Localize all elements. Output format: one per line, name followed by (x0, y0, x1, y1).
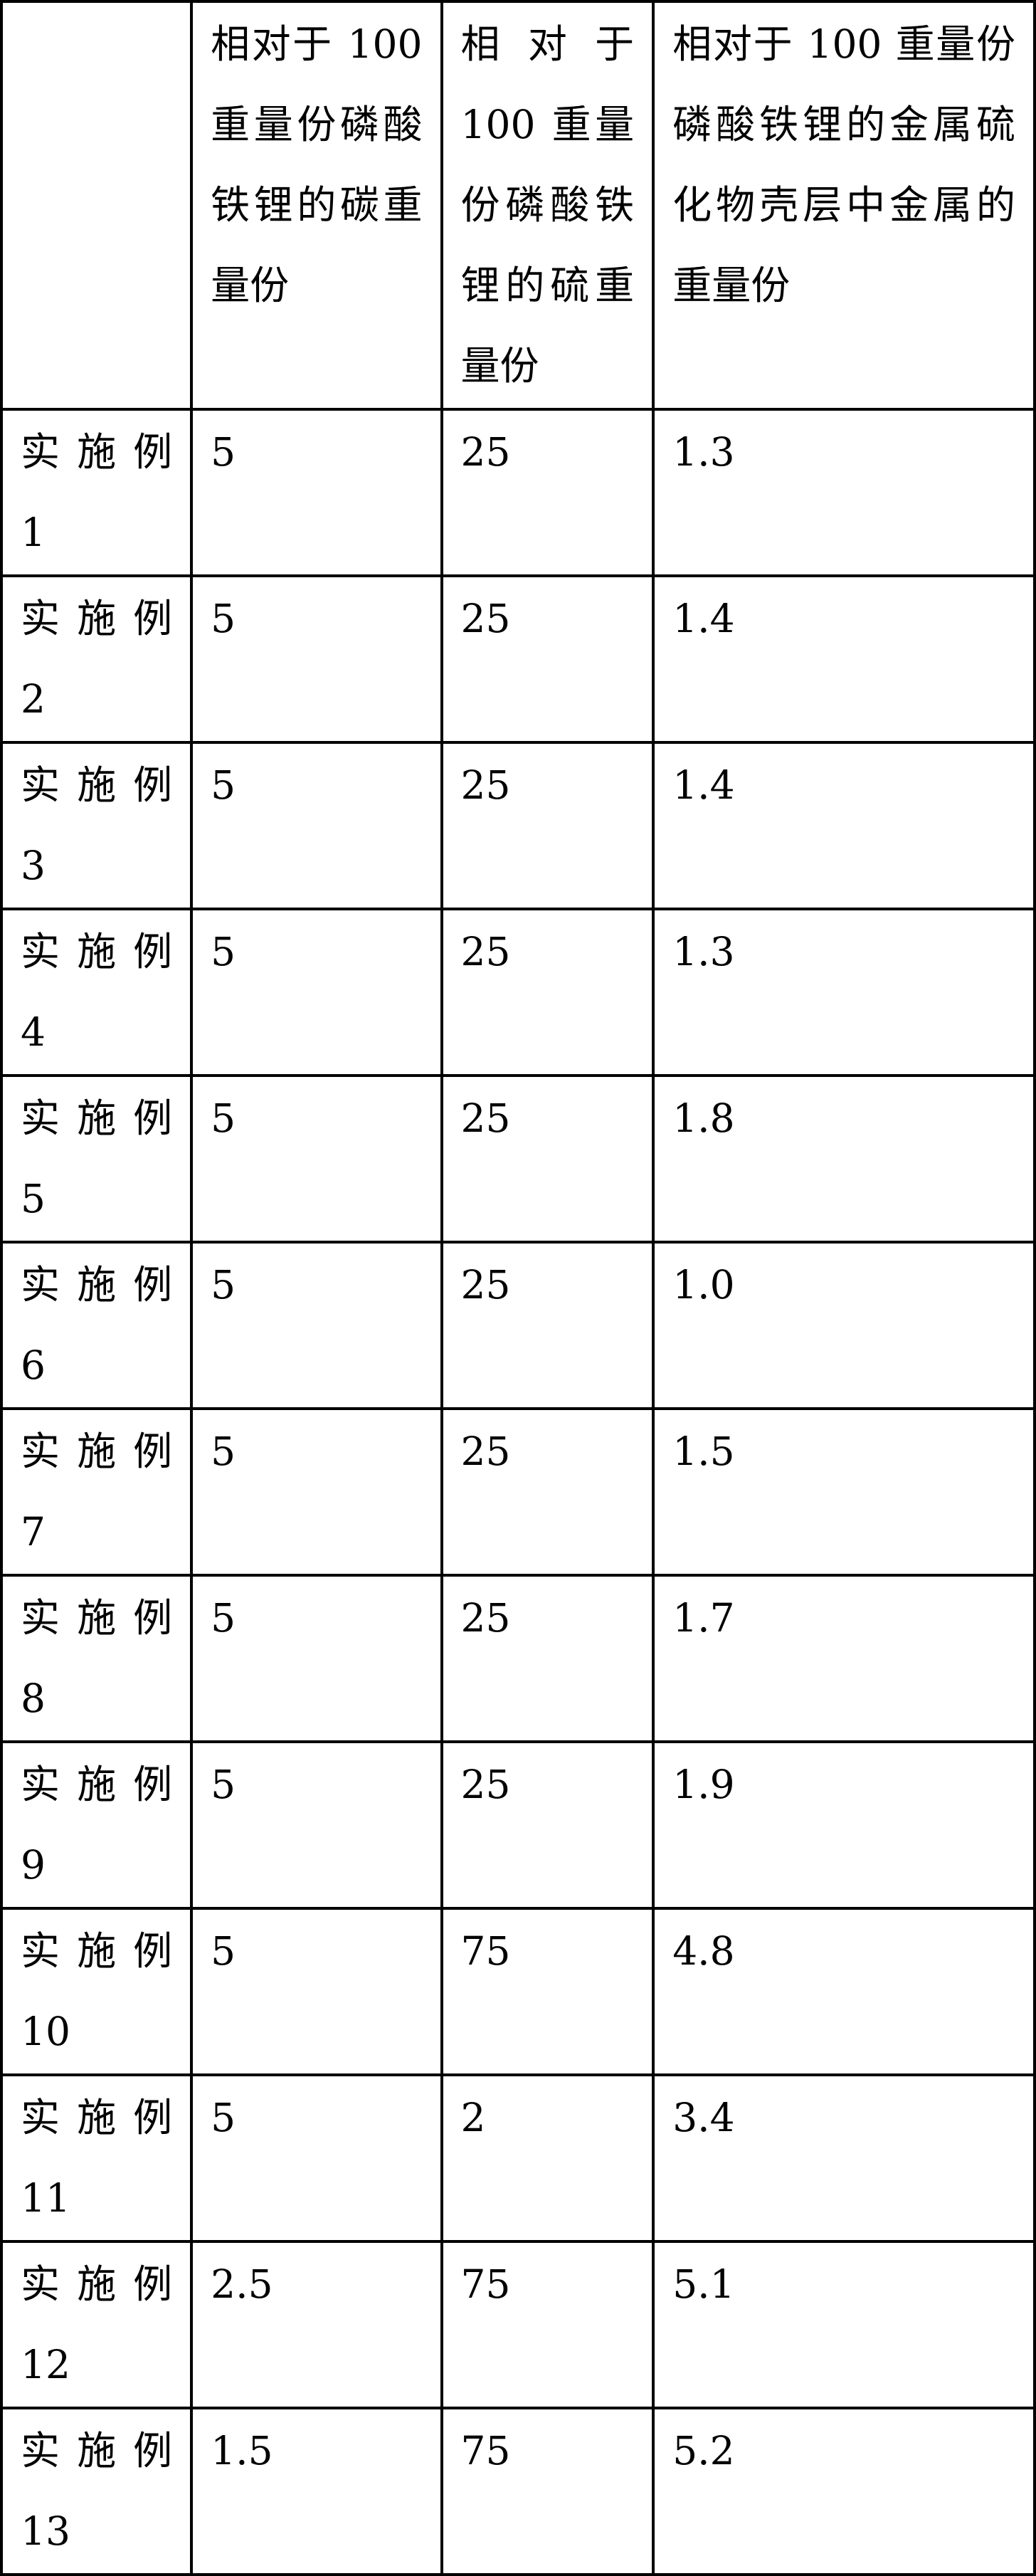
table-row-example-5: 实施例 5 5 25 1.8 (0, 1074, 1036, 1244)
sulfur-value-cell: 75 (440, 2407, 655, 2576)
table-header-row: 相对于 100 重量份磷酸铁锂的碳重量份 相对于 100 重量份磷酸铁锂的硫重量… (0, 0, 1036, 411)
row-label-cell: 实施例 3 (0, 741, 194, 910)
carbon-value-cell: 5 (190, 1740, 443, 1910)
metal-value-cell: 4.8 (652, 1907, 1036, 2076)
row-label-cell: 实施例 4 (0, 908, 194, 1077)
table-row-example-8: 实施例 8 5 25 1.7 (0, 1574, 1036, 1743)
header-cell-blank (0, 0, 194, 411)
sulfur-value-cell: 25 (440, 1074, 655, 1244)
sulfur-value-cell: 25 (440, 741, 655, 910)
table-row-example-4: 实施例 4 5 25 1.3 (0, 908, 1036, 1077)
sulfur-value-cell: 25 (440, 1241, 655, 1410)
table-row-example-10: 实施例 10 5 75 4.8 (0, 1907, 1036, 2076)
table-row-example-11: 实施例 11 5 2 3.4 (0, 2073, 1036, 2243)
sulfur-value-cell: 75 (440, 2240, 655, 2409)
metal-value-cell: 1.3 (652, 908, 1036, 1077)
carbon-value-cell: 5 (190, 574, 443, 744)
row-label-cell: 实施例 10 (0, 1907, 194, 2076)
table-row-example-2: 实施例 2 5 25 1.4 (0, 574, 1036, 744)
row-label-cell: 实施例 7 (0, 1407, 194, 1577)
sulfur-value-cell: 75 (440, 1907, 655, 2076)
sulfur-value-cell: 25 (440, 408, 655, 577)
carbon-value-cell: 5 (190, 2073, 443, 2243)
table-row-example-3: 实施例 3 5 25 1.4 (0, 741, 1036, 910)
metal-value-cell: 1.7 (652, 1574, 1036, 1743)
sulfur-value-cell: 25 (440, 908, 655, 1077)
metal-value-cell: 1.9 (652, 1740, 1036, 1910)
row-label-cell: 实施例 5 (0, 1074, 194, 1244)
row-label-cell: 实施例 9 (0, 1740, 194, 1910)
metal-value-cell: 1.4 (652, 741, 1036, 910)
metal-value-cell: 1.4 (652, 574, 1036, 744)
metal-value-cell: 1.5 (652, 1407, 1036, 1577)
sulfur-value-cell: 25 (440, 1407, 655, 1577)
row-label-cell: 实施例 13 (0, 2407, 194, 2576)
table-row-example-1: 实施例 1 5 25 1.3 (0, 408, 1036, 577)
header-cell-metal-parts: 相对于 100 重量份磷酸铁锂的金属硫化物壳层中金属的重量份 (652, 0, 1036, 411)
sulfur-value-cell: 25 (440, 1740, 655, 1910)
carbon-value-cell: 5 (190, 1241, 443, 1410)
carbon-value-cell: 5 (190, 1407, 443, 1577)
carbon-value-cell: 5 (190, 908, 443, 1077)
metal-value-cell: 1.3 (652, 408, 1036, 577)
metal-value-cell: 1.0 (652, 1241, 1036, 1410)
row-label-cell: 实施例 8 (0, 1574, 194, 1743)
table-row-example-13: 实施例 13 1.5 75 5.2 (0, 2407, 1036, 2576)
row-label-cell: 实施例 12 (0, 2240, 194, 2409)
carbon-value-cell: 5 (190, 1074, 443, 1244)
carbon-value-cell: 5 (190, 1574, 443, 1743)
row-label-cell: 实施例 1 (0, 408, 194, 577)
header-cell-carbon-parts: 相对于 100 重量份磷酸铁锂的碳重量份 (190, 0, 443, 411)
table-row-example-7: 实施例 7 5 25 1.5 (0, 1407, 1036, 1577)
table-row-example-9: 实施例 9 5 25 1.9 (0, 1740, 1036, 1910)
table-row-example-6: 实施例 6 5 25 1.0 (0, 1241, 1036, 1410)
sulfur-value-cell: 25 (440, 1574, 655, 1743)
carbon-value-cell: 1.5 (190, 2407, 443, 2576)
sulfur-value-cell: 25 (440, 574, 655, 744)
metal-value-cell: 1.8 (652, 1074, 1036, 1244)
sulfur-value-cell: 2 (440, 2073, 655, 2243)
table-row-example-12: 实施例 12 2.5 75 5.1 (0, 2240, 1036, 2409)
row-label-cell: 实施例 6 (0, 1241, 194, 1410)
metal-value-cell: 5.2 (652, 2407, 1036, 2576)
carbon-value-cell: 2.5 (190, 2240, 443, 2409)
carbon-value-cell: 5 (190, 408, 443, 577)
carbon-value-cell: 5 (190, 1907, 443, 2076)
row-label-cell: 实施例 2 (0, 574, 194, 744)
metal-value-cell: 3.4 (652, 2073, 1036, 2243)
row-label-cell: 实施例 11 (0, 2073, 194, 2243)
metal-value-cell: 5.1 (652, 2240, 1036, 2409)
header-cell-sulfur-parts: 相对于 100 重量份磷酸铁锂的硫重量份 (440, 0, 655, 411)
carbon-value-cell: 5 (190, 741, 443, 910)
